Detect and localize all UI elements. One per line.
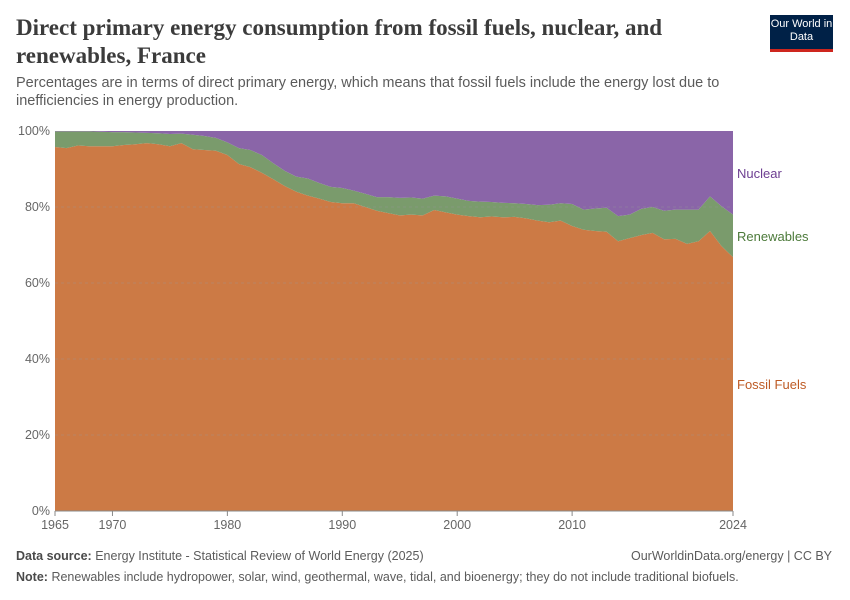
x-tick-label: 1965 — [41, 518, 69, 532]
area-fossil-fuels — [55, 143, 733, 511]
y-tick-label: 60% — [25, 276, 50, 290]
y-tick-label: 20% — [25, 428, 50, 442]
area-renewables — [55, 131, 733, 258]
chart-title: Direct primary energy consumption from f… — [16, 15, 663, 68]
x-tick-label: 1980 — [213, 518, 241, 532]
x-tick-label: 1990 — [328, 518, 356, 532]
x-tick-label: 2000 — [443, 518, 471, 532]
legend-label: Nuclear — [737, 166, 782, 181]
note-text: Renewables include hydropower, solar, wi… — [51, 570, 739, 584]
source-text: Energy Institute - Statistical Review of… — [95, 549, 424, 563]
chart-subtitle: Percentages are in terms of direct prima… — [16, 75, 720, 109]
x-tick-label: 2010 — [558, 518, 586, 532]
y-tick-label: 80% — [25, 200, 50, 214]
note: Note: Renewables include hydropower, sol… — [16, 570, 739, 584]
y-tick-label: 40% — [25, 352, 50, 366]
y-tick-label: 100% — [18, 124, 50, 138]
legend-label: Fossil Fuels — [737, 377, 807, 392]
y-tick-label: 0% — [32, 504, 50, 518]
note-label: Note: — [16, 570, 48, 584]
source-label: Data source: — [16, 549, 92, 563]
area-nuclear — [55, 131, 733, 217]
x-tick-label: 1970 — [99, 518, 127, 532]
data-source: Data source: Energy Institute - Statisti… — [16, 549, 424, 563]
legend-label: Renewables — [737, 229, 809, 244]
x-tick-label: 2024 — [719, 518, 747, 532]
source-url[interactable]: OurWorldinData.org/energy | CC BY — [630, 549, 832, 563]
owid-logo[interactable]: Our World in Data — [770, 15, 833, 52]
